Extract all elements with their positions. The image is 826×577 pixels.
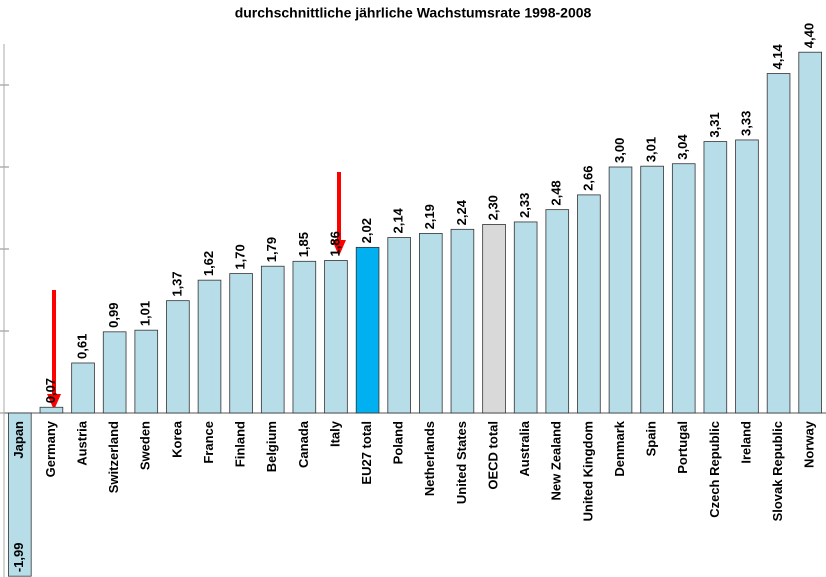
value-label: 1,62 — [201, 251, 216, 276]
value-label: 2,30 — [485, 195, 500, 220]
bar — [482, 223, 506, 414]
x-tick-label: Finland — [233, 421, 248, 467]
value-label: 2,02 — [359, 218, 374, 243]
bar — [608, 166, 633, 414]
x-tick-label: Czech Republic — [707, 421, 722, 518]
x-tick-label: Switzerland — [106, 421, 121, 493]
value-label: 0,99 — [106, 303, 121, 328]
value-label: 4,14 — [770, 43, 785, 69]
bar — [419, 233, 443, 414]
value-label: 2,33 — [517, 193, 532, 218]
value-label: 1,85 — [296, 232, 311, 257]
value-label: 0,07 — [43, 378, 58, 403]
value-label: 1,70 — [233, 244, 248, 269]
value-label: 2,24 — [454, 199, 469, 225]
x-tick-label: United States — [454, 421, 469, 504]
value-label: 1,86 — [327, 231, 342, 256]
bar — [197, 279, 222, 414]
x-tick-label: Portugal — [675, 421, 690, 474]
x-tick-label: Canada — [296, 420, 311, 468]
x-tick-label: United Kingdom — [580, 421, 595, 521]
bar — [39, 406, 64, 414]
x-tick-label: Poland — [391, 421, 406, 464]
value-label: 1,79 — [264, 237, 279, 262]
x-tick-label: Italy — [327, 420, 342, 447]
value-label: 3,01 — [644, 137, 659, 162]
value-label: 0,61 — [74, 334, 89, 359]
bar — [703, 141, 728, 414]
x-tick-label: EU27 total — [359, 421, 374, 485]
bar — [229, 273, 253, 414]
x-tick-label: OECD total — [485, 421, 500, 490]
bar — [766, 73, 791, 414]
bar — [71, 362, 95, 414]
value-label: 1,37 — [169, 271, 184, 296]
bar — [513, 221, 538, 414]
arrow — [332, 172, 346, 256]
bar — [8, 412, 32, 577]
bar — [577, 194, 601, 414]
x-tick-label: France — [201, 421, 216, 464]
value-label: 2,14 — [391, 207, 406, 233]
bar — [545, 209, 570, 414]
bar — [387, 237, 411, 414]
x-tick-label: Denmark — [612, 420, 627, 476]
value-label: 3,31 — [707, 112, 722, 137]
x-tick-label: Belgium — [264, 421, 279, 472]
x-tick-label: Australia — [517, 420, 532, 476]
x-tick-label: Ireland — [738, 421, 753, 464]
x-tick-label: Netherlands — [422, 421, 437, 496]
bar — [260, 265, 285, 414]
x-tick-label: Austria — [74, 420, 89, 466]
x-tick-label: Slovak Republic — [770, 421, 785, 521]
bar — [134, 329, 159, 414]
bar — [166, 300, 190, 414]
value-label: 1,01 — [138, 301, 153, 326]
x-tick-label: Norway — [802, 420, 817, 468]
value-label: -1,99 — [11, 543, 26, 573]
bar — [798, 51, 822, 414]
value-label: 2,66 — [580, 166, 595, 191]
value-label: 3,33 — [738, 111, 753, 136]
bar — [355, 246, 380, 414]
x-tick-label: Korea — [169, 420, 184, 458]
value-label: 3,00 — [612, 138, 627, 163]
x-tick-label: New Zealand — [549, 421, 564, 501]
arrow — [47, 290, 61, 410]
value-label: 3,04 — [675, 134, 690, 160]
bar — [324, 260, 348, 414]
bar — [450, 228, 475, 414]
bar — [292, 260, 317, 414]
x-tick-label: Spain — [644, 421, 659, 456]
value-label: 2,19 — [422, 204, 437, 229]
x-tick-label: Germany — [43, 420, 58, 477]
x-tick-label: Sweden — [138, 421, 153, 470]
bar — [640, 165, 664, 414]
bar — [671, 163, 696, 414]
value-label: 4,40 — [802, 23, 817, 48]
bar — [102, 331, 127, 414]
bar — [735, 139, 759, 414]
chart-title: durchschnittliche jährliche Wachstumsrat… — [235, 5, 592, 21]
value-label: 2,48 — [549, 180, 564, 205]
x-tick-label: Japan — [11, 421, 26, 459]
